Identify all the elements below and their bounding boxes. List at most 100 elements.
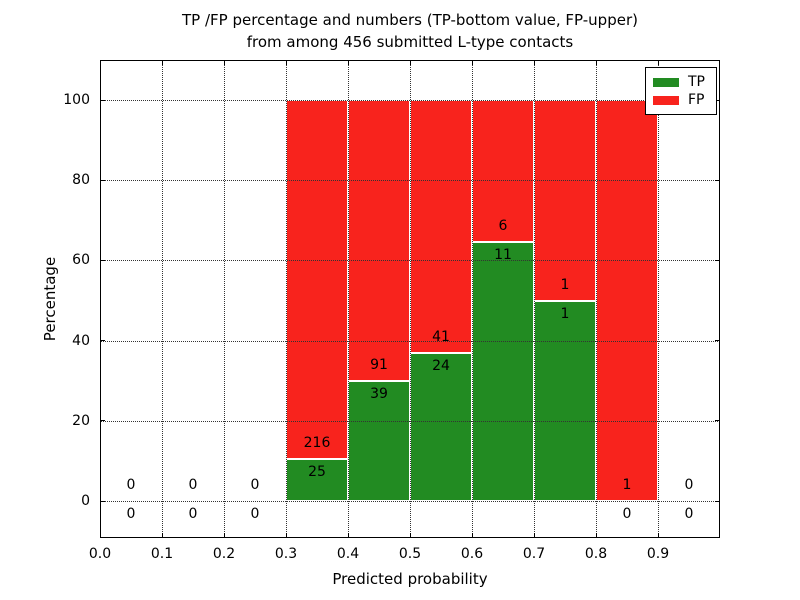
fp-count-label: 41 bbox=[432, 328, 450, 345]
y-tick-label: 0 bbox=[81, 493, 90, 509]
y-tick-mark bbox=[100, 179, 105, 181]
y-tick-mark bbox=[715, 420, 720, 422]
legend-swatch-fp bbox=[653, 95, 679, 105]
y-tick-mark bbox=[715, 340, 720, 342]
y-tick-mark bbox=[100, 340, 105, 342]
x-tick-mark bbox=[657, 60, 659, 65]
bar-segment-tp bbox=[534, 300, 596, 501]
x-tick-label: 0.1 bbox=[150, 546, 174, 562]
y-tick-label: 20 bbox=[72, 412, 90, 429]
x-tick-mark bbox=[347, 60, 349, 65]
x-tick-mark bbox=[347, 533, 349, 538]
legend: TP FP bbox=[645, 67, 717, 115]
x-tick-mark bbox=[471, 60, 473, 65]
bar-segment-tp bbox=[472, 241, 534, 501]
x-axis-label: Predicted probability bbox=[332, 570, 488, 588]
gridline-vertical bbox=[348, 60, 349, 538]
fp-count-label: 0 bbox=[250, 477, 260, 493]
tp-count-label: 0 bbox=[684, 506, 694, 522]
gridline-vertical bbox=[224, 60, 225, 538]
y-tick-mark bbox=[715, 259, 720, 261]
y-tick-label: 100 bbox=[63, 92, 90, 108]
y-tick-mark bbox=[100, 99, 105, 101]
fp-count-label: 0 bbox=[684, 477, 694, 493]
gridline-vertical bbox=[162, 60, 163, 538]
y-tick-mark bbox=[715, 500, 720, 502]
x-tick-mark bbox=[161, 60, 163, 65]
tp-count-label: 24 bbox=[432, 357, 450, 374]
x-tick-mark bbox=[657, 533, 659, 538]
x-tick-label: 0.5 bbox=[398, 546, 422, 562]
y-tick-mark bbox=[715, 99, 720, 101]
bar-segment-fp bbox=[286, 100, 348, 460]
x-tick-mark bbox=[285, 60, 287, 65]
y-tick-label: 80 bbox=[72, 172, 90, 189]
tp-count-label: 1 bbox=[560, 305, 570, 322]
fp-count-label: 216 bbox=[303, 435, 331, 452]
fp-count-label: 1 bbox=[622, 477, 632, 493]
x-tick-mark bbox=[595, 60, 597, 65]
bar-segment-tp bbox=[410, 352, 472, 501]
fp-count-label: 0 bbox=[188, 477, 198, 493]
x-tick-mark bbox=[99, 60, 101, 65]
bar-segment-fp bbox=[596, 100, 658, 501]
bar-segment-tp bbox=[286, 459, 348, 501]
legend-label-tp: TP bbox=[688, 74, 705, 90]
x-tick-mark bbox=[533, 533, 535, 538]
fp-count-label: 6 bbox=[498, 217, 508, 234]
x-tick-label: 0.3 bbox=[274, 546, 298, 562]
bar-segment-tp bbox=[348, 380, 410, 501]
x-tick-label: 0.0 bbox=[88, 546, 112, 562]
x-tick-mark bbox=[223, 533, 225, 538]
gridline-vertical bbox=[410, 60, 411, 538]
tp-count-label: 25 bbox=[308, 464, 326, 481]
tp-count-label: 0 bbox=[250, 506, 260, 522]
x-tick-mark bbox=[533, 60, 535, 65]
chart-title-line1: TP /FP percentage and numbers (TP-bottom… bbox=[182, 11, 638, 29]
tp-count-label: 0 bbox=[622, 506, 632, 522]
y-tick-mark bbox=[100, 259, 105, 261]
x-tick-label: 0.7 bbox=[522, 546, 546, 562]
tp-count-label: 39 bbox=[370, 385, 388, 402]
legend-label-fp: FP bbox=[688, 92, 705, 108]
x-tick-mark bbox=[409, 533, 411, 538]
x-tick-mark bbox=[99, 533, 101, 538]
x-tick-mark bbox=[471, 533, 473, 538]
x-tick-label: 0.9 bbox=[646, 546, 670, 562]
y-tick-label: 60 bbox=[72, 252, 90, 269]
legend-item-tp: TP bbox=[653, 73, 709, 91]
chart-title: TP /FP percentage and numbers (TP-bottom… bbox=[182, 9, 638, 53]
y-tick-mark bbox=[100, 500, 105, 502]
x-tick-mark bbox=[595, 533, 597, 538]
x-tick-mark bbox=[285, 533, 287, 538]
bar-segment-fp bbox=[534, 100, 596, 301]
tp-count-label: 0 bbox=[126, 506, 136, 522]
y-tick-mark bbox=[100, 420, 105, 422]
gridline-vertical bbox=[472, 60, 473, 538]
gridline-vertical bbox=[596, 60, 597, 538]
fp-count-label: 91 bbox=[370, 356, 388, 373]
x-tick-label: 0.6 bbox=[460, 546, 484, 562]
legend-swatch-tp bbox=[653, 77, 679, 87]
chart-title-line2: from among 456 submitted L-type contacts bbox=[246, 33, 574, 51]
x-tick-label: 0.2 bbox=[212, 546, 236, 562]
gridline-vertical bbox=[534, 60, 535, 538]
y-tick-label: 40 bbox=[72, 332, 90, 349]
x-tick-label: 0.8 bbox=[584, 546, 608, 562]
x-tick-label: 0.4 bbox=[336, 546, 360, 562]
x-tick-mark bbox=[223, 60, 225, 65]
y-tick-mark bbox=[715, 179, 720, 181]
fp-count-label: 1 bbox=[560, 276, 570, 293]
y-axis-label: Percentage bbox=[41, 256, 59, 342]
legend-item-fp: FP bbox=[653, 91, 709, 109]
x-tick-mark bbox=[409, 60, 411, 65]
tp-count-label: 11 bbox=[494, 246, 512, 263]
tp-count-label: 0 bbox=[188, 506, 198, 522]
bar-segment-fp bbox=[348, 100, 410, 381]
gridline-vertical bbox=[658, 60, 659, 538]
gridline-vertical bbox=[286, 60, 287, 538]
plot-area: 0 0 0 0 0 0 216 25 91 39 41 24 6 11 1 1 1 0 0 0 bbox=[99, 60, 720, 538]
bar-segment-fp bbox=[410, 100, 472, 353]
x-tick-mark bbox=[161, 533, 163, 538]
